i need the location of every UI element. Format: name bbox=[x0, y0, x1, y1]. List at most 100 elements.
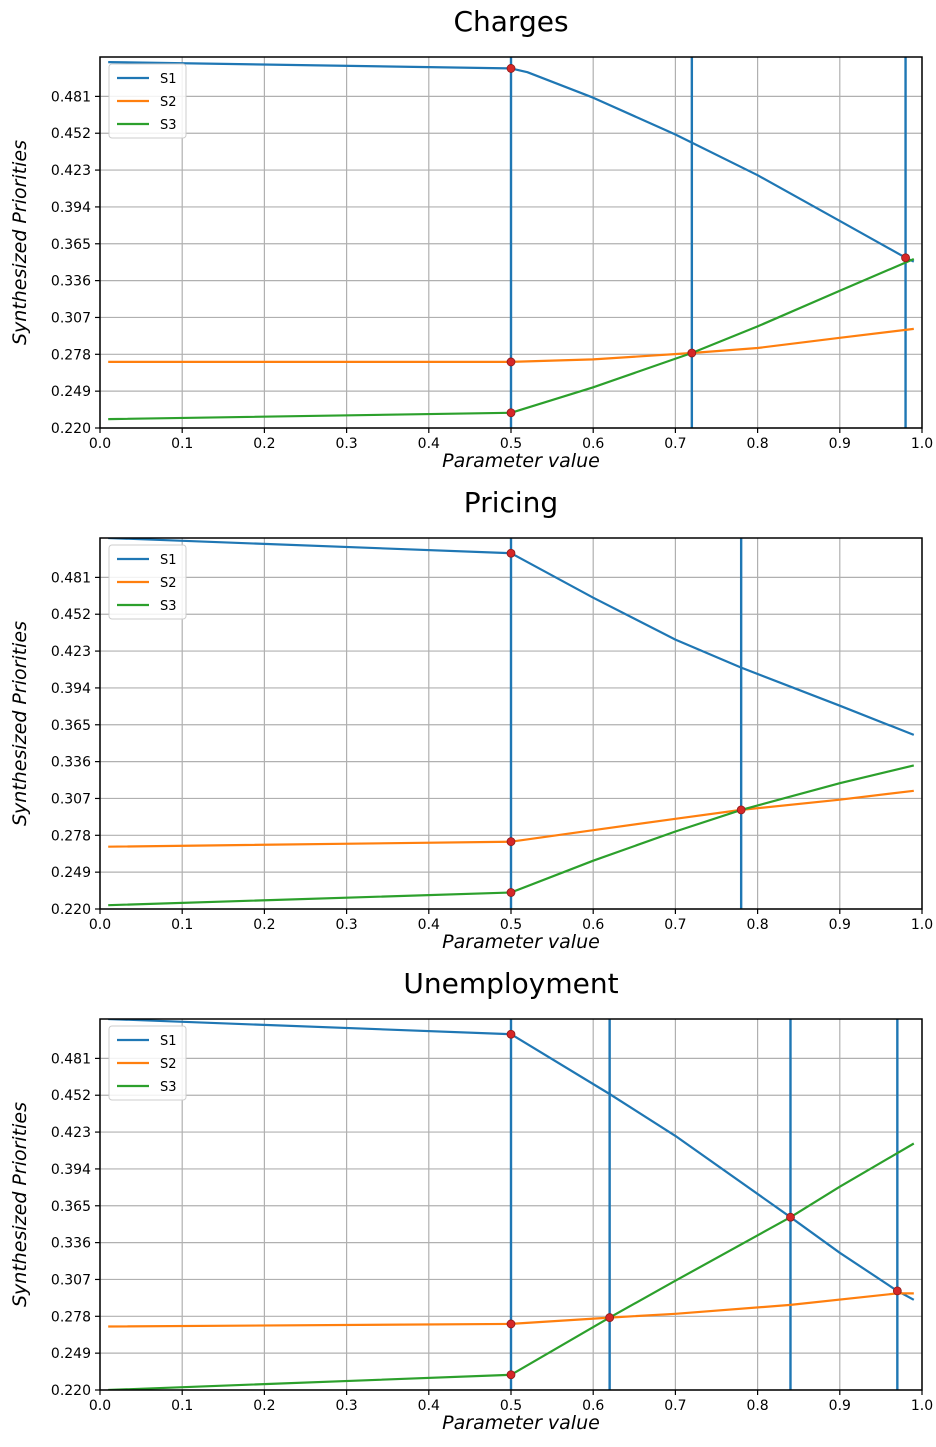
y-tick-label: 0.452 bbox=[51, 126, 91, 142]
x-tick-label: 0.0 bbox=[89, 436, 111, 452]
x-tick-label: 0.6 bbox=[582, 917, 604, 933]
x-tick-label: 0.9 bbox=[829, 436, 851, 452]
intersection-marker bbox=[506, 837, 516, 847]
y-tick-label: 0.365 bbox=[51, 237, 91, 253]
y-tick-label: 0.452 bbox=[51, 1088, 91, 1104]
y-axis-label: Synthesized Priorities bbox=[9, 140, 31, 345]
x-tick-label: 0.1 bbox=[171, 1398, 193, 1414]
y-tick-label: 0.394 bbox=[51, 1162, 91, 1178]
y-tick-label: 0.249 bbox=[51, 865, 91, 881]
intersection-marker bbox=[506, 357, 516, 367]
intersection-marker bbox=[736, 805, 746, 815]
intersection-marker bbox=[506, 548, 516, 558]
x-tick-label: 0.2 bbox=[253, 1398, 275, 1414]
x-tick-label: 0.6 bbox=[582, 436, 604, 452]
y-tick-label: 0.365 bbox=[51, 1199, 91, 1215]
x-tick-label: 0.2 bbox=[253, 917, 275, 933]
x-tick-label: 0.0 bbox=[89, 1398, 111, 1414]
plot-area bbox=[108, 1019, 915, 1390]
intersection-marker bbox=[506, 408, 516, 418]
y-tick-label: 0.307 bbox=[51, 791, 91, 807]
x-tick-label: 1.0 bbox=[911, 917, 933, 933]
y-tick-label: 0.452 bbox=[51, 607, 91, 623]
series-line-S1 bbox=[108, 61, 915, 263]
x-tick-label: 0.3 bbox=[335, 917, 357, 933]
x-tick-label: 0.5 bbox=[500, 917, 522, 933]
intersection-marker bbox=[506, 1319, 516, 1329]
legend-label-S1: S1 bbox=[160, 72, 177, 87]
intersection-marker bbox=[892, 1286, 902, 1296]
x-tick-label: 0.7 bbox=[664, 917, 686, 933]
x-tick-label: 0.7 bbox=[664, 436, 686, 452]
x-tick-label: 0.9 bbox=[829, 1398, 851, 1414]
legend: S1 S2 S3 bbox=[108, 63, 187, 139]
chart-title: Charges bbox=[453, 5, 568, 38]
y-tick-label: 0.481 bbox=[51, 570, 91, 586]
y-tick-label: 0.249 bbox=[51, 1346, 91, 1362]
x-tick-label: 0.1 bbox=[171, 917, 193, 933]
intersection-marker bbox=[506, 888, 516, 897]
legend-label-S2: S2 bbox=[160, 1057, 177, 1072]
y-tick-label: 0.278 bbox=[51, 1309, 91, 1325]
y-tick-label: 0.220 bbox=[51, 421, 91, 437]
x-tick-label: 0.8 bbox=[746, 1398, 768, 1414]
legend-label-S2: S2 bbox=[160, 95, 177, 110]
x-tick-label: 0.3 bbox=[335, 1398, 357, 1414]
legend-label-S2: S2 bbox=[160, 576, 177, 591]
x-tick-label: 0.5 bbox=[500, 436, 522, 452]
x-tick-label: 0.4 bbox=[418, 917, 440, 933]
intersection-marker bbox=[506, 1029, 516, 1039]
y-tick-label: 0.278 bbox=[51, 347, 91, 363]
intersection-marker bbox=[506, 1370, 516, 1380]
x-axis-label: Parameter value bbox=[442, 1412, 600, 1434]
y-tick-label: 0.365 bbox=[51, 718, 91, 734]
x-tick-label: 0.5 bbox=[500, 1398, 522, 1414]
y-tick-label: 0.336 bbox=[51, 1236, 91, 1252]
chart-0: Charges 0.0 0.1 0.2 0.3 0.4 0.5 0.6 0.7 0.8 0.9 1.0… bbox=[9, 5, 933, 472]
y-tick-label: 0.220 bbox=[51, 1383, 91, 1399]
legend-label-S3: S3 bbox=[160, 599, 177, 614]
x-tick-label: 0.8 bbox=[746, 917, 768, 933]
y-tick-label: 0.220 bbox=[51, 902, 91, 918]
y-tick-label: 0.336 bbox=[51, 755, 91, 771]
legend: S1 S2 S3 bbox=[108, 1025, 187, 1101]
x-axis-label: Parameter value bbox=[442, 931, 600, 953]
y-tick-label: 0.278 bbox=[51, 828, 91, 844]
series-line-S1 bbox=[108, 1019, 915, 1301]
y-tick-label: 0.481 bbox=[51, 89, 91, 105]
y-tick-label: 0.249 bbox=[51, 384, 91, 400]
y-tick-label: 0.423 bbox=[51, 163, 91, 179]
x-tick-label: 0.4 bbox=[418, 436, 440, 452]
x-tick-label: 0.3 bbox=[335, 436, 357, 452]
y-tick-label: 0.423 bbox=[51, 1125, 91, 1141]
chart-2: Unemployment 0.0 0.1 0.2 0.3 0.4 0.5 0.6 0.7 0.8 0… bbox=[9, 967, 933, 1434]
x-tick-label: 0.0 bbox=[89, 917, 111, 933]
y-tick-label: 0.307 bbox=[51, 310, 91, 326]
intersection-marker bbox=[901, 253, 910, 263]
intersection-marker bbox=[605, 1313, 615, 1322]
x-tick-label: 0.1 bbox=[171, 436, 193, 452]
chart-title: Pricing bbox=[464, 486, 558, 519]
legend-label-S1: S1 bbox=[160, 553, 177, 568]
legend-label-S3: S3 bbox=[160, 118, 177, 133]
x-tick-label: 0.7 bbox=[664, 1398, 686, 1414]
x-tick-label: 1.0 bbox=[911, 1398, 933, 1414]
intersection-marker bbox=[687, 348, 697, 358]
y-tick-label: 0.394 bbox=[51, 200, 91, 216]
legend: S1 S2 S3 bbox=[108, 544, 187, 620]
x-tick-label: 0.8 bbox=[746, 436, 768, 452]
plot-area bbox=[108, 538, 915, 909]
intersection-marker bbox=[506, 64, 516, 73]
legend-label-S3: S3 bbox=[160, 1080, 177, 1095]
y-tick-label: 0.481 bbox=[51, 1051, 91, 1067]
chart-1: Pricing 0.0 0.1 0.2 0.3 0.4 0.5 0.6 0.7 0.8 0.9 1.0… bbox=[9, 486, 933, 953]
y-tick-label: 0.307 bbox=[51, 1272, 91, 1288]
x-tick-label: 0.6 bbox=[582, 1398, 604, 1414]
x-tick-label: 0.4 bbox=[418, 1398, 440, 1414]
intersection-marker bbox=[786, 1212, 795, 1222]
chart-title: Unemployment bbox=[403, 967, 618, 1000]
y-axis-label: Synthesized Priorities bbox=[9, 621, 31, 826]
x-axis-label: Parameter value bbox=[442, 450, 600, 472]
y-tick-label: 0.394 bbox=[51, 681, 91, 697]
